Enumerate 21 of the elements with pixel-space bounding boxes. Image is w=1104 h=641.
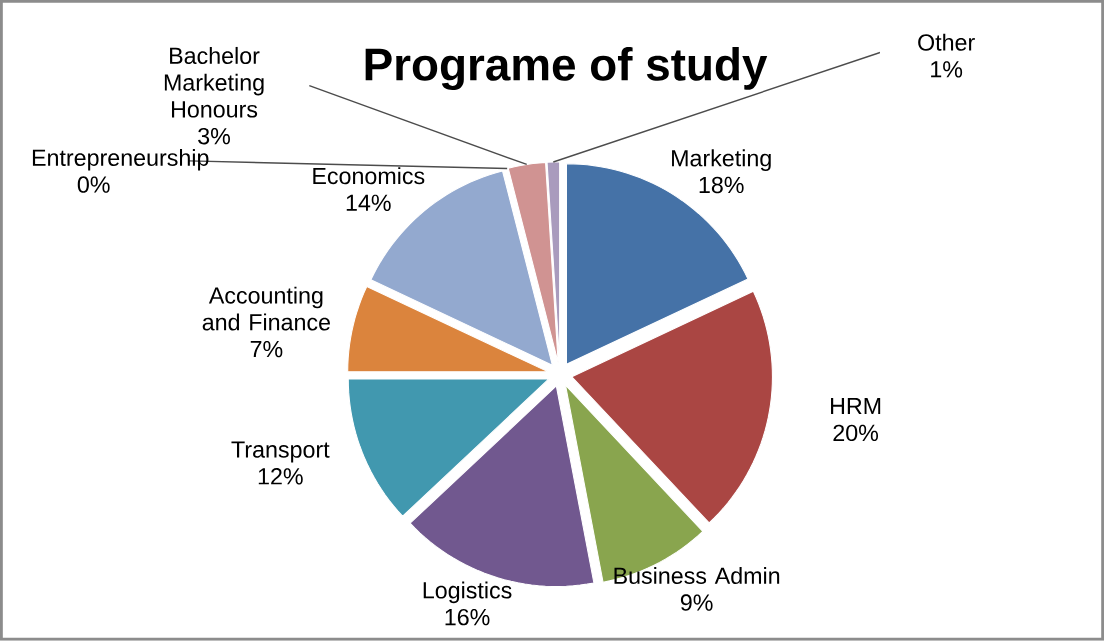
slice-label: HRM — [831, 398, 881, 415]
slice-label: Marketing — [672, 149, 771, 172]
data-label: 14% — [346, 194, 391, 212]
data-label: 20% — [833, 424, 879, 442]
slice-label: Economics — [313, 167, 425, 185]
slice-label: Logistics — [423, 581, 512, 604]
chart-title: Programe of study — [365, 47, 768, 91]
data-label: 1% — [931, 61, 963, 78]
text: 0% — [77, 176, 110, 193]
data-label: 18% — [699, 176, 744, 194]
slice-label: Bachelor Marketing Honours — [164, 47, 264, 118]
slice-label: Accounting and Finance — [202, 286, 330, 331]
category-label: Entrepreneurship — [32, 149, 209, 171]
slice-label: Other — [918, 33, 975, 51]
slice-label: Transport — [231, 441, 330, 463]
data-label: 12% — [258, 468, 303, 485]
data-label: 16% — [445, 609, 490, 626]
data-label: 3% — [198, 128, 230, 145]
data-label: 9% — [680, 594, 713, 611]
data-label: 7% — [250, 341, 283, 358]
slice-label: Business Admin — [614, 567, 780, 585]
